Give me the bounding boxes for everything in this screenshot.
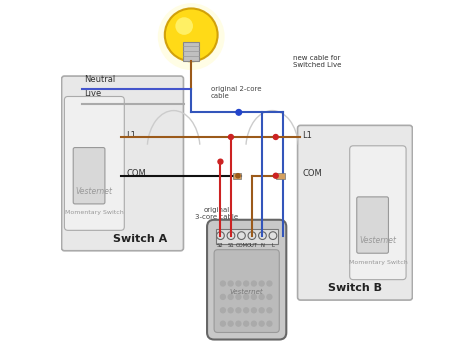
Circle shape xyxy=(267,308,272,313)
Circle shape xyxy=(165,9,218,61)
Circle shape xyxy=(251,294,256,299)
Circle shape xyxy=(259,294,264,299)
Circle shape xyxy=(251,308,256,313)
Text: Momentary Switch: Momentary Switch xyxy=(65,210,124,215)
Text: COM: COM xyxy=(236,243,247,248)
FancyBboxPatch shape xyxy=(298,125,412,300)
Circle shape xyxy=(175,17,193,35)
Circle shape xyxy=(267,294,272,299)
Circle shape xyxy=(227,232,235,240)
Circle shape xyxy=(236,174,240,178)
Circle shape xyxy=(258,232,266,240)
Circle shape xyxy=(273,173,278,178)
Circle shape xyxy=(218,159,223,164)
Text: L1: L1 xyxy=(126,131,136,140)
Circle shape xyxy=(220,281,225,286)
Circle shape xyxy=(220,308,225,313)
Circle shape xyxy=(220,321,225,326)
Circle shape xyxy=(259,308,264,313)
Text: Switch A: Switch A xyxy=(113,234,167,244)
FancyBboxPatch shape xyxy=(73,148,105,204)
Text: original 2-core
cable: original 2-core cable xyxy=(210,87,261,99)
Text: Vesternet: Vesternet xyxy=(76,187,113,196)
Text: COM: COM xyxy=(126,169,146,179)
FancyBboxPatch shape xyxy=(64,97,124,230)
Text: S2: S2 xyxy=(217,243,224,248)
Circle shape xyxy=(236,294,241,299)
Text: Vesternet: Vesternet xyxy=(230,289,264,295)
Text: Neutral: Neutral xyxy=(84,75,115,84)
Text: L: L xyxy=(272,243,274,248)
Text: Momentary Switch: Momentary Switch xyxy=(348,260,407,264)
Circle shape xyxy=(237,232,246,240)
Circle shape xyxy=(244,321,249,326)
Circle shape xyxy=(228,321,233,326)
Text: COM: COM xyxy=(302,169,322,179)
Circle shape xyxy=(267,321,272,326)
Text: S1: S1 xyxy=(228,243,234,248)
Circle shape xyxy=(217,232,224,240)
Circle shape xyxy=(273,135,278,140)
Bar xyxy=(276,173,284,179)
Circle shape xyxy=(267,281,272,286)
Text: OUT: OUT xyxy=(246,243,257,248)
Text: new cable for
Switched Live: new cable for Switched Live xyxy=(293,55,342,68)
Circle shape xyxy=(269,232,277,240)
Bar xyxy=(183,42,199,61)
Text: Vesternet: Vesternet xyxy=(359,236,396,245)
Bar xyxy=(216,229,277,245)
Text: original
3-core cable: original 3-core cable xyxy=(195,207,238,220)
Circle shape xyxy=(228,281,233,286)
Circle shape xyxy=(259,321,264,326)
Circle shape xyxy=(251,321,256,326)
Text: Switch B: Switch B xyxy=(328,283,382,294)
Bar xyxy=(233,173,241,179)
Circle shape xyxy=(228,308,233,313)
Circle shape xyxy=(244,294,249,299)
Circle shape xyxy=(259,281,264,286)
FancyBboxPatch shape xyxy=(207,220,286,339)
Circle shape xyxy=(220,294,225,299)
Circle shape xyxy=(228,294,233,299)
Circle shape xyxy=(244,308,249,313)
Circle shape xyxy=(236,321,241,326)
FancyBboxPatch shape xyxy=(350,146,406,280)
Circle shape xyxy=(228,135,233,140)
Circle shape xyxy=(236,110,242,115)
Circle shape xyxy=(236,281,241,286)
Text: Live: Live xyxy=(84,89,101,98)
Circle shape xyxy=(248,232,256,240)
Text: N: N xyxy=(261,243,264,248)
Text: L1: L1 xyxy=(302,131,312,140)
Circle shape xyxy=(244,281,249,286)
FancyBboxPatch shape xyxy=(357,197,389,253)
FancyBboxPatch shape xyxy=(214,250,279,333)
FancyBboxPatch shape xyxy=(62,76,183,251)
Circle shape xyxy=(158,3,225,70)
Circle shape xyxy=(251,281,256,286)
Circle shape xyxy=(236,308,241,313)
